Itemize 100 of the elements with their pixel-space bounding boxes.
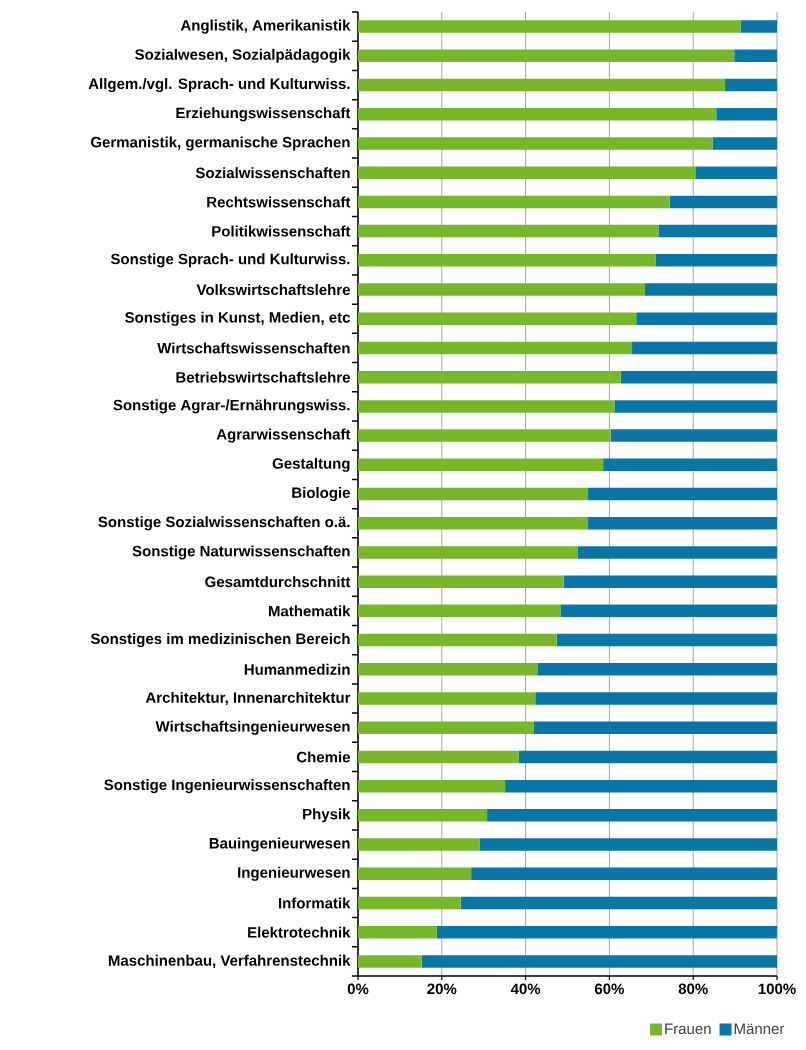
bar [632, 341, 778, 355]
bar [658, 224, 778, 238]
bar [533, 721, 778, 734]
y-tick-label: Sozialwissenschaften [195, 167, 350, 179]
bar [669, 195, 778, 209]
y-tick-label: Sonstige Sozialwissenschaften o.ä. [98, 516, 350, 531]
bar [645, 283, 778, 296]
bar [588, 487, 778, 501]
y-tick-label: Gestaltung [272, 457, 350, 472]
y-tick-label: Wirtschaftswissenschaften [157, 342, 350, 354]
bar [655, 254, 778, 267]
x-tick-label: 60% [594, 983, 625, 995]
bar [358, 195, 670, 209]
y-tick-label: Sonstiges im medizinischen Bereich [90, 633, 350, 648]
bar [358, 838, 480, 851]
y-tick-label: Elektrotechnik [248, 926, 351, 938]
y-tick-label: Wirtschaftsingenieurwesen [155, 720, 350, 735]
y-tick-label: Bauingenieurwesen [209, 837, 350, 852]
y-tick-label: Sonstige Naturwissenschaften [132, 545, 350, 560]
bar [358, 400, 615, 413]
y-tick-label: Rechtswissenschaft [207, 196, 351, 208]
bar [358, 49, 735, 63]
bar [358, 925, 437, 939]
bar [358, 458, 604, 472]
y-tick-label: Sonstige Sprach- und Kulturwiss. [110, 253, 350, 268]
bar [518, 750, 778, 764]
y-tick-label: Sonstiges in Kunst, Medien, etc [125, 311, 351, 326]
legend-label: Frauen [665, 1023, 711, 1035]
bar [556, 633, 778, 647]
y-tick-label: Allgem./vgl. Sprach- und Kulturwiss. [88, 78, 350, 93]
bar [358, 254, 656, 267]
y-tick-label: Politikwissenschaft [212, 225, 351, 237]
bar [421, 955, 778, 968]
bar [358, 633, 557, 647]
bar [505, 779, 778, 793]
y-tick-label: Humanmedizin [244, 663, 350, 675]
bar [358, 166, 696, 179]
y-tick-label: Volkswirtschaftslehre [196, 284, 350, 296]
bar [358, 487, 589, 501]
bar [358, 896, 461, 910]
bar [535, 692, 778, 705]
bar [471, 867, 778, 881]
bar [358, 604, 561, 618]
bar [358, 341, 633, 355]
y-tick-label: Informatik [278, 897, 351, 909]
bar [740, 20, 778, 33]
y-tick-label: Sonstige Ingenieurwissenschaften [104, 779, 350, 794]
bar [577, 546, 778, 559]
bar [358, 663, 538, 676]
y-tick-label: Anglistik, Amerikanistik [180, 19, 351, 34]
bar [358, 78, 726, 92]
bar [358, 692, 536, 705]
y-tick-label: Ingenieurwesen [238, 866, 350, 881]
bar [563, 575, 778, 588]
bar [358, 108, 717, 121]
x-tick-label: 80% [678, 983, 708, 995]
bar [614, 400, 778, 413]
bar [358, 721, 534, 734]
bar [560, 604, 778, 618]
y-tick-label: Sonstige Agrar-/Ernährungswiss. [113, 399, 350, 414]
bar [603, 458, 778, 472]
y-tick-label: Gesamtdurchschnitt [205, 576, 351, 588]
bar [358, 370, 621, 384]
x-tick-label: 100% [758, 983, 796, 995]
y-tick-label: Physik [303, 808, 351, 823]
x-tick-label: 0% [347, 983, 369, 995]
y-tick-label: Erziehungswissenschaft [176, 107, 351, 122]
bar [358, 809, 488, 822]
y-tick-label: Architektur, Innenarchitektur [145, 691, 351, 706]
bar [695, 166, 778, 179]
y-tick-label: Biologie [292, 486, 350, 502]
legend-label: Männer [734, 1023, 785, 1035]
bar [712, 137, 778, 150]
bar [588, 516, 778, 530]
bar [725, 78, 778, 92]
y-tick-label: Betriebswirtschaftslehre [176, 371, 350, 383]
bar [537, 663, 778, 676]
bar [358, 137, 713, 150]
bar [479, 838, 778, 851]
bar [734, 49, 778, 63]
x-tick-label: 40% [510, 983, 541, 995]
y-tick-label: Chemie [296, 751, 350, 763]
bar [358, 955, 422, 968]
bar [358, 312, 637, 325]
bar [358, 546, 578, 559]
y-tick-label: Mathematik [268, 605, 351, 617]
bar [358, 779, 506, 793]
bar [460, 896, 778, 910]
bar [358, 867, 472, 881]
bar [358, 575, 564, 588]
x-tick-label: 20% [427, 983, 457, 995]
bar [436, 925, 778, 939]
y-tick-label: Agrarwissenschaft [216, 428, 351, 443]
bar [358, 516, 589, 530]
bar [358, 20, 741, 33]
bar [358, 429, 611, 442]
bar [636, 312, 778, 325]
bar [620, 370, 778, 384]
y-tick-label: Maschinenbau, Verfahrenstechnik [108, 954, 351, 969]
bar [716, 108, 778, 121]
